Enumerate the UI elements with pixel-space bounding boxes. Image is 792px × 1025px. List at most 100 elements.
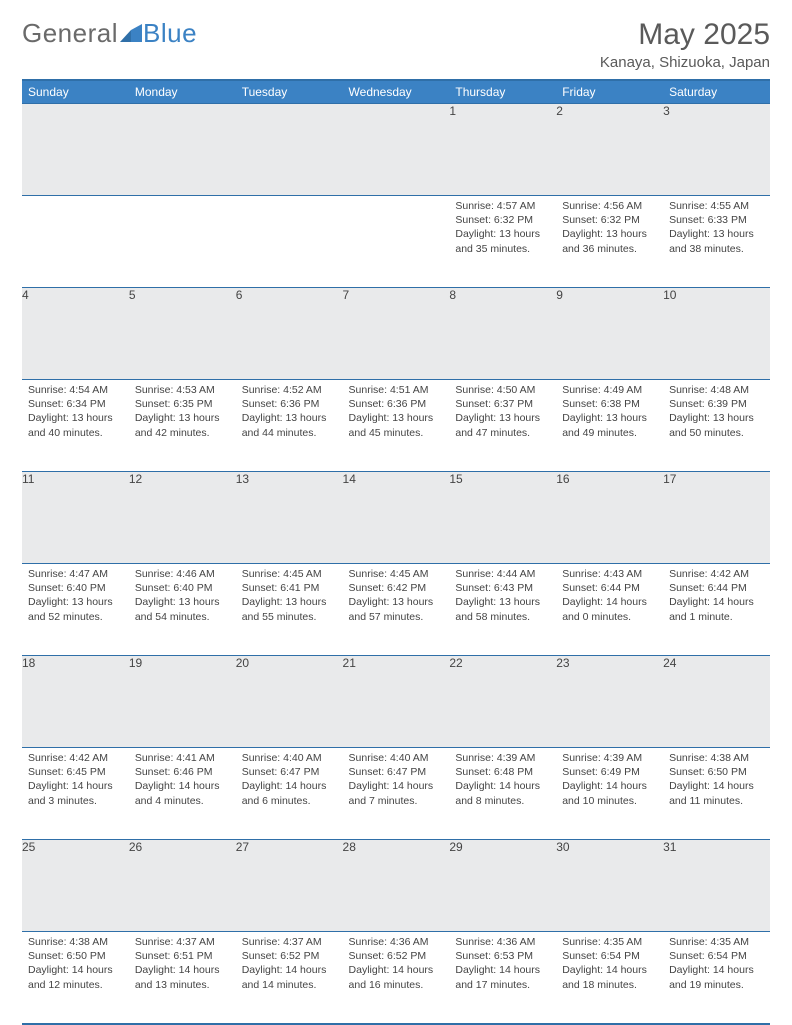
daylight-text-1: Daylight: 14 hours xyxy=(135,963,230,977)
day-number: 24 xyxy=(663,656,676,670)
day-number: 19 xyxy=(129,656,142,670)
daylight-text-1: Daylight: 13 hours xyxy=(455,595,550,609)
day-content: Sunrise: 4:52 AMSunset: 6:36 PMDaylight:… xyxy=(236,380,343,446)
day-number: 4 xyxy=(22,288,29,302)
daylight-text-2: and 50 minutes. xyxy=(669,426,764,440)
day-number: 20 xyxy=(236,656,249,670)
sunset-text: Sunset: 6:48 PM xyxy=(455,765,550,779)
sunset-text: Sunset: 6:33 PM xyxy=(669,213,764,227)
sunrise-text: Sunrise: 4:47 AM xyxy=(28,567,123,581)
day-number-row: 123 xyxy=(22,104,770,196)
day-content: Sunrise: 4:40 AMSunset: 6:47 PMDaylight:… xyxy=(343,748,450,814)
day-cell: Sunrise: 4:41 AMSunset: 6:46 PMDaylight:… xyxy=(129,748,236,840)
day-number-cell: 16 xyxy=(556,472,663,564)
day-number: 31 xyxy=(663,840,676,854)
day-cell: Sunrise: 4:52 AMSunset: 6:36 PMDaylight:… xyxy=(236,380,343,472)
weekday-header: Wednesday xyxy=(343,80,450,104)
day-number: 5 xyxy=(129,288,136,302)
day-number: 8 xyxy=(449,288,456,302)
day-number-cell xyxy=(236,104,343,196)
sunset-text: Sunset: 6:42 PM xyxy=(349,581,444,595)
sunrise-text: Sunrise: 4:39 AM xyxy=(455,751,550,765)
sunset-text: Sunset: 6:35 PM xyxy=(135,397,230,411)
day-cell: Sunrise: 4:37 AMSunset: 6:51 PMDaylight:… xyxy=(129,932,236,1024)
daylight-text-2: and 47 minutes. xyxy=(455,426,550,440)
day-content: Sunrise: 4:43 AMSunset: 6:44 PMDaylight:… xyxy=(556,564,663,630)
sunrise-text: Sunrise: 4:35 AM xyxy=(669,935,764,949)
calendar-body: 123Sunrise: 4:57 AMSunset: 6:32 PMDaylig… xyxy=(22,104,770,1024)
sunset-text: Sunset: 6:47 PM xyxy=(242,765,337,779)
day-number: 26 xyxy=(129,840,142,854)
day-content: Sunrise: 4:37 AMSunset: 6:52 PMDaylight:… xyxy=(236,932,343,998)
day-content: Sunrise: 4:42 AMSunset: 6:44 PMDaylight:… xyxy=(663,564,770,630)
sunset-text: Sunset: 6:54 PM xyxy=(562,949,657,963)
day-number-cell: 25 xyxy=(22,840,129,932)
day-number-cell: 26 xyxy=(129,840,236,932)
daylight-text-1: Daylight: 13 hours xyxy=(349,595,444,609)
day-number-cell: 4 xyxy=(22,288,129,380)
daylight-text-2: and 42 minutes. xyxy=(135,426,230,440)
sunrise-text: Sunrise: 4:36 AM xyxy=(455,935,550,949)
daylight-text-1: Daylight: 14 hours xyxy=(455,963,550,977)
weekday-header: Sunday xyxy=(22,80,129,104)
day-number-cell: 1 xyxy=(449,104,556,196)
day-cell: Sunrise: 4:42 AMSunset: 6:44 PMDaylight:… xyxy=(663,564,770,656)
daylight-text-1: Daylight: 13 hours xyxy=(669,411,764,425)
daylight-text-1: Daylight: 14 hours xyxy=(562,595,657,609)
day-cell: Sunrise: 4:49 AMSunset: 6:38 PMDaylight:… xyxy=(556,380,663,472)
sunrise-text: Sunrise: 4:57 AM xyxy=(455,199,550,213)
day-number: 29 xyxy=(449,840,462,854)
daylight-text-2: and 4 minutes. xyxy=(135,794,230,808)
daylight-text-2: and 12 minutes. xyxy=(28,978,123,992)
daylight-text-1: Daylight: 13 hours xyxy=(28,411,123,425)
sunset-text: Sunset: 6:34 PM xyxy=(28,397,123,411)
day-cell: Sunrise: 4:53 AMSunset: 6:35 PMDaylight:… xyxy=(129,380,236,472)
day-number: 23 xyxy=(556,656,569,670)
day-number-cell: 21 xyxy=(343,656,450,748)
day-number-cell: 28 xyxy=(343,840,450,932)
daylight-text-1: Daylight: 14 hours xyxy=(349,779,444,793)
day-number-row: 25262728293031 xyxy=(22,840,770,932)
sunrise-text: Sunrise: 4:56 AM xyxy=(562,199,657,213)
sunset-text: Sunset: 6:51 PM xyxy=(135,949,230,963)
day-content: Sunrise: 4:36 AMSunset: 6:53 PMDaylight:… xyxy=(449,932,556,998)
day-number-cell: 6 xyxy=(236,288,343,380)
daylight-text-2: and 38 minutes. xyxy=(669,242,764,256)
sunrise-text: Sunrise: 4:42 AM xyxy=(669,567,764,581)
sunset-text: Sunset: 6:54 PM xyxy=(669,949,764,963)
daylight-text-2: and 6 minutes. xyxy=(242,794,337,808)
day-cell: Sunrise: 4:47 AMSunset: 6:40 PMDaylight:… xyxy=(22,564,129,656)
day-cell: Sunrise: 4:40 AMSunset: 6:47 PMDaylight:… xyxy=(236,748,343,840)
sunset-text: Sunset: 6:37 PM xyxy=(455,397,550,411)
day-cell: Sunrise: 4:42 AMSunset: 6:45 PMDaylight:… xyxy=(22,748,129,840)
logo-word-general: General xyxy=(22,18,118,49)
sunset-text: Sunset: 6:53 PM xyxy=(455,949,550,963)
day-content: Sunrise: 4:55 AMSunset: 6:33 PMDaylight:… xyxy=(663,196,770,262)
sunrise-text: Sunrise: 4:38 AM xyxy=(669,751,764,765)
daylight-text-2: and 19 minutes. xyxy=(669,978,764,992)
daylight-text-1: Daylight: 13 hours xyxy=(135,411,230,425)
weekday-header: Thursday xyxy=(449,80,556,104)
sunset-text: Sunset: 6:40 PM xyxy=(28,581,123,595)
daylight-text-2: and 44 minutes. xyxy=(242,426,337,440)
day-number: 9 xyxy=(556,288,563,302)
sunset-text: Sunset: 6:32 PM xyxy=(562,213,657,227)
day-number-cell: 23 xyxy=(556,656,663,748)
day-cell: Sunrise: 4:38 AMSunset: 6:50 PMDaylight:… xyxy=(663,748,770,840)
daylight-text-1: Daylight: 14 hours xyxy=(669,963,764,977)
daylight-text-1: Daylight: 14 hours xyxy=(28,963,123,977)
daylight-text-1: Daylight: 13 hours xyxy=(28,595,123,609)
sunset-text: Sunset: 6:45 PM xyxy=(28,765,123,779)
day-number: 3 xyxy=(663,104,670,118)
daylight-text-2: and 45 minutes. xyxy=(349,426,444,440)
day-number: 30 xyxy=(556,840,569,854)
sunset-text: Sunset: 6:44 PM xyxy=(562,581,657,595)
weekday-header: Friday xyxy=(556,80,663,104)
day-cell: Sunrise: 4:38 AMSunset: 6:50 PMDaylight:… xyxy=(22,932,129,1024)
page-title: May 2025 xyxy=(600,18,770,52)
sunset-text: Sunset: 6:52 PM xyxy=(242,949,337,963)
day-content: Sunrise: 4:38 AMSunset: 6:50 PMDaylight:… xyxy=(663,748,770,814)
daylight-text-1: Daylight: 13 hours xyxy=(562,227,657,241)
day-content: Sunrise: 4:51 AMSunset: 6:36 PMDaylight:… xyxy=(343,380,450,446)
day-cell: Sunrise: 4:57 AMSunset: 6:32 PMDaylight:… xyxy=(449,196,556,288)
